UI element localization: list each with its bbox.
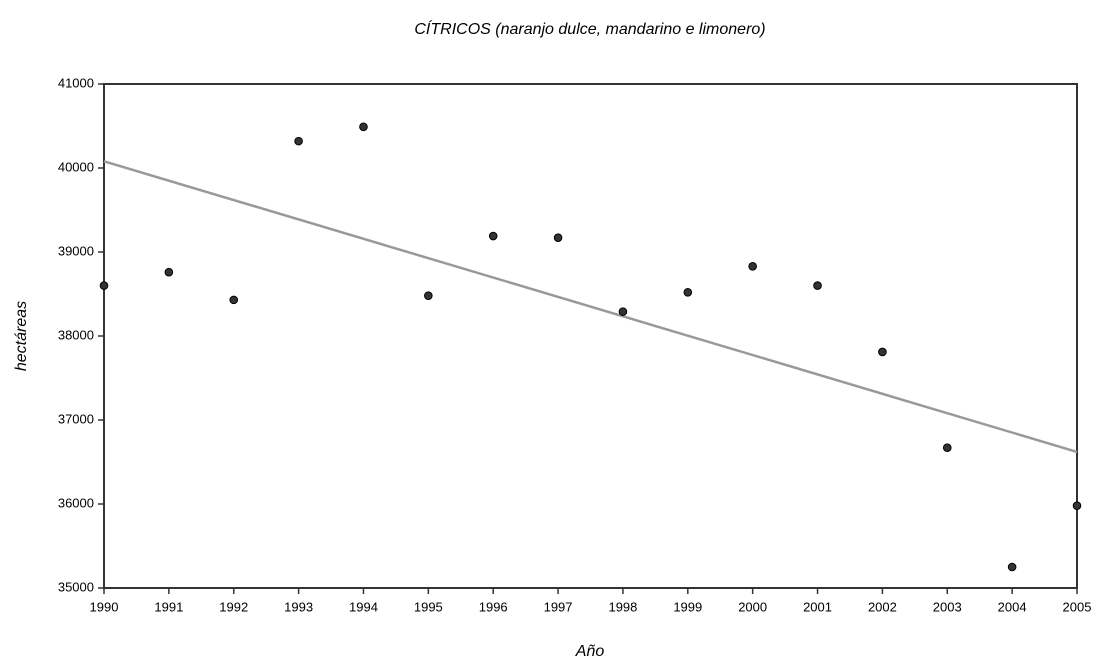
x-tick-label: 2000 xyxy=(738,599,767,614)
point xyxy=(1072,501,1082,510)
point xyxy=(942,443,952,453)
x-tick-label: 2003 xyxy=(933,599,962,614)
point xyxy=(553,233,563,243)
x-tick-label: 1995 xyxy=(414,599,443,614)
x-tick-label: 1990 xyxy=(90,599,119,614)
point xyxy=(683,288,693,297)
x-tick-label: 1999 xyxy=(673,599,702,614)
point xyxy=(359,122,368,132)
x-tick-label: 1998 xyxy=(608,599,637,614)
x-tick-label: 1996 xyxy=(479,599,508,614)
y-tick-label: 38000 xyxy=(58,327,94,342)
y-tick-label: 35000 xyxy=(58,579,94,594)
x-tick-label: 2002 xyxy=(868,599,897,614)
trend-line xyxy=(103,160,1078,454)
point xyxy=(618,307,628,316)
point xyxy=(813,281,822,290)
point xyxy=(878,347,887,357)
point xyxy=(748,261,757,271)
x-tick-label: 1991 xyxy=(154,599,183,614)
x-tick-label: 1992 xyxy=(219,599,248,614)
x-tick-label: 1994 xyxy=(349,599,378,614)
y-tick-label: 41000 xyxy=(58,75,94,90)
point xyxy=(1007,562,1017,572)
x-axis-label: Año xyxy=(575,643,605,660)
point xyxy=(99,281,109,290)
point xyxy=(229,295,239,305)
x-tick-label: 2001 xyxy=(803,599,832,614)
y-axis-label: hectáreas xyxy=(13,301,30,371)
x-tick-label: 1997 xyxy=(544,599,573,614)
y-tick-label: 40000 xyxy=(58,159,94,174)
y-tick-label: 36000 xyxy=(58,495,94,510)
point xyxy=(294,136,303,146)
point xyxy=(424,291,433,300)
y-tick-label: 37000 xyxy=(58,411,94,426)
plot-frame xyxy=(103,83,1078,589)
y-tick-label: 39000 xyxy=(58,243,94,258)
x-tick-label: 2005 xyxy=(1063,599,1092,614)
point xyxy=(488,231,498,241)
x-tick-label: 1993 xyxy=(284,599,313,614)
point xyxy=(164,267,174,277)
x-tick-label: 2004 xyxy=(998,599,1027,614)
chart-title: CÍTRICOS (naranjo dulce, mandarino e lim… xyxy=(414,19,765,38)
